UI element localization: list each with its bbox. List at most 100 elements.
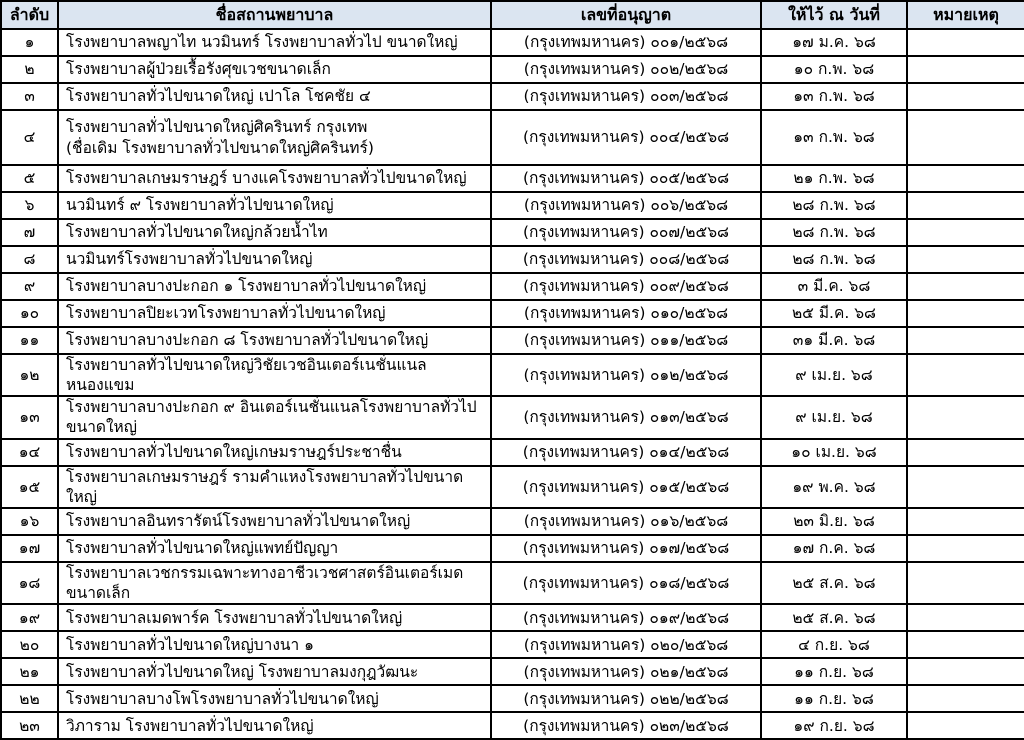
table-row: ๒๒ โรงพยาบาลบางโพโรงพยาบาลทั่วไปขนาดใหญ่(…: [0, 684, 1024, 714]
issue-date-cell: ๒๘ ก.พ. ๖๘: [760, 218, 908, 247]
row-number-cell: ๑๙: [0, 603, 59, 633]
table-row: ๑โรงพยาบาลพญาไท นวมินทร์ โรงพยาบาลทั่วไป…: [0, 28, 1024, 57]
license-number-cell: (กรุงเทพมหานคร) ๐๒๐/๒๕๖๘: [490, 630, 762, 660]
note-cell: [906, 684, 1024, 714]
license-number-cell: (กรุงเทพมหานคร) ๐๐๕/๒๕๖๘: [490, 164, 762, 193]
row-number-cell: ๒๐: [0, 630, 59, 660]
row-number-cell: ๑: [0, 28, 59, 57]
table-row: ๔โรงพยาบาลทั่วไปขนาดใหญ่ศิครินทร์ กรุงเท…: [0, 109, 1024, 166]
license-number-cell: (กรุงเทพมหานคร) ๐๒๒/๒๕๖๘: [490, 684, 762, 714]
hospital-name-cell: โรงพยาบาลทั่วไปขนาดใหญ่วิชัยเวชอินเตอร์เ…: [57, 352, 492, 398]
hospital-name-cell: โรงพยาบาลทั่วไปขนาดใหญ่แพทย์ปัญญา: [57, 533, 492, 563]
table-row: ๑๖ โรงพยาบาลอินทรารัตน์โรงพยาบาลทั่วไปขนา…: [0, 506, 1024, 536]
license-number-cell: (กรุงเทพมหานคร) ๐๐๖/๒๕๖๘: [490, 191, 762, 220]
row-number-cell: ๘: [0, 245, 59, 274]
hospital-name-cell: โรงพยาบาลทั่วไปขนาดใหญ่เกษมราษฎร์ประชาชื…: [57, 437, 492, 467]
hospital-name-cell: วิภาราม โรงพยาบาลทั่วไปขนาดใหญ่: [57, 711, 492, 740]
hospital-name-cell: โรงพยาบาลบางปะกอก ๘ โรงพยาบาลทั่วไปขนาดใ…: [57, 326, 492, 355]
table-body: ๑โรงพยาบาลพญาไท นวมินทร์ โรงพยาบาลทั่วไป…: [0, 28, 1024, 740]
license-number-cell: (กรุงเทพมหานคร) ๐๑๓/๒๕๖๘: [490, 395, 762, 440]
issue-date-cell: ๑๙ ก.ย. ๖๘: [760, 711, 908, 740]
row-number-cell: ๔: [0, 109, 59, 166]
table-row: ๕โรงพยาบาลเกษมราษฎร์ บางแคโรงพยาบาลทั่วไ…: [0, 164, 1024, 193]
table-row: ๑๘ โรงพยาบาลเวชกรรมเฉพาะทางอาชีวเวชศาสตร์…: [0, 560, 1024, 606]
note-cell: [906, 191, 1024, 220]
license-number-cell: (กรุงเทพมหานคร) ๐๐๙/๒๕๖๘: [490, 272, 762, 301]
table-row: ๑๕ โรงพยาบาลเกษมราษฎร์ รามคำแหงโรงพยาบาลท…: [0, 464, 1024, 509]
license-number-cell: (กรุงเทพมหานคร) ๐๑๙/๒๕๖๘: [490, 603, 762, 633]
table-row: ๑๙ โรงพยาบาลเมดพาร์ค โรงพยาบาลทั่วไปขนาดใ…: [0, 603, 1024, 633]
license-number-cell: (กรุงเทพมหานคร) ๐๑๖/๒๕๖๘: [490, 506, 762, 536]
note-cell: [906, 272, 1024, 301]
table-row: ๘นวมินทร์โรงพยาบาลทั่วไปขนาดใหญ่ (กรุงเทพ…: [0, 245, 1024, 274]
issue-date-cell: ๒๑ ก.พ. ๖๘: [760, 164, 908, 193]
note-cell: [906, 299, 1024, 328]
note-cell: [906, 711, 1024, 740]
hospital-name-cell: โรงพยาบาลทั่วไปขนาดใหญ่ศิครินทร์ กรุงเทพ…: [57, 109, 492, 166]
row-number-cell: ๒๓: [0, 711, 59, 740]
row-number-cell: ๑๘: [0, 560, 59, 606]
issue-date-cell: ๑๙ พ.ค. ๖๘: [760, 464, 908, 509]
license-number-cell: (กรุงเทพมหานคร) ๐๑๑/๒๕๖๘: [490, 326, 762, 355]
note-cell: [906, 657, 1024, 687]
issue-date-cell: ๙ เม.ย. ๖๘: [760, 352, 908, 398]
issue-date-cell: ๓๑ มี.ค. ๖๘: [760, 326, 908, 355]
note-cell: [906, 164, 1024, 193]
note-cell: [906, 55, 1024, 84]
license-number-cell: (กรุงเทพมหานคร) ๐๐๑/๒๕๖๘: [490, 28, 762, 57]
note-cell: [906, 437, 1024, 467]
hospital-name-cell: โรงพยาบาลปิยะเวทโรงพยาบาลทั่วไปขนาดใหญ่: [57, 299, 492, 328]
hospital-name-cell: โรงพยาบาลเมดพาร์ค โรงพยาบาลทั่วไปขนาดใหญ…: [57, 603, 492, 633]
note-cell: [906, 326, 1024, 355]
issue-date-cell: ๑๑ ก.ย. ๖๘: [760, 657, 908, 687]
table-header: ลำดับ ชื่อสถานพยาบาล เลขที่อนุญาต ให้ไว้…: [0, 0, 1024, 30]
table-row: ๓โรงพยาบาลทั่วไปขนาดใหญ่ เปาโล โชคชัย ๔(…: [0, 82, 1024, 111]
table-row: ๑๒ โรงพยาบาลทั่วไปขนาดใหญ่วิชัยเวชอินเตอร…: [0, 352, 1024, 398]
issue-date-cell: ๒๓ มิ.ย. ๖๘: [760, 506, 908, 536]
issue-date-cell: ๔ ก.ย. ๖๘: [760, 630, 908, 660]
hospital-name-cell: โรงพยาบาลบางโพโรงพยาบาลทั่วไปขนาดใหญ่: [57, 684, 492, 714]
note-cell: [906, 218, 1024, 247]
issue-date-cell: ๑๗ ก.ค. ๖๘: [760, 533, 908, 563]
hospital-name-cell: โรงพยาบาลทั่วไปขนาดใหญ่กล้วยน้ำไท: [57, 218, 492, 247]
header-license-number: เลขที่อนุญาต: [490, 0, 762, 30]
hospital-name-cell: โรงพยาบาลทั่วไปขนาดใหญ่ โรงพยาบาลมงกุฎวั…: [57, 657, 492, 687]
row-number-cell: ๑๑: [0, 326, 59, 355]
hospital-name-cell: โรงพยาบาลผู้ป่วยเรื้อรังศุขเวชขนาดเล็ก: [57, 55, 492, 84]
hospital-name-cell: โรงพยาบาลบางปะกอก ๑ โรงพยาบาลทั่วไปขนาดใ…: [57, 272, 492, 301]
hospital-name-cell: โรงพยาบาลเวชกรรมเฉพาะทางอาชีวเวชศาสตร์อิ…: [57, 560, 492, 606]
issue-date-cell: ๑๐ เม.ย. ๖๘: [760, 437, 908, 467]
license-number-cell: (กรุงเทพมหานคร) ๐๐๘/๒๕๖๘: [490, 245, 762, 274]
hospital-name-cell: โรงพยาบาลพญาไท นวมินทร์ โรงพยาบาลทั่วไป …: [57, 28, 492, 57]
table-row: ๒๐ โรงพยาบาลทั่วไปขนาดใหญ่บางนา ๑ (กรุงเทพ…: [0, 630, 1024, 660]
license-number-cell: (กรุงเทพมหานคร) ๐๑๒/๒๕๖๘: [490, 352, 762, 398]
hospital-name-line1: โรงพยาบาลทั่วไปขนาดใหญ่ศิครินทร์ กรุงเทพ: [66, 118, 368, 137]
table-row: ๗โรงพยาบาลทั่วไปขนาดใหญ่กล้วยน้ำไท (กรุงเ…: [0, 218, 1024, 247]
issue-date-cell: ๓ มี.ค. ๖๘: [760, 272, 908, 301]
issue-date-cell: ๒๘ ก.พ. ๖๘: [760, 191, 908, 220]
row-number-cell: ๑๒: [0, 352, 59, 398]
hospital-name-cell: นวมินทร์โรงพยาบาลทั่วไปขนาดใหญ่: [57, 245, 492, 274]
row-number-cell: ๑๐: [0, 299, 59, 328]
row-number-cell: ๓: [0, 82, 59, 111]
row-number-cell: ๑๓: [0, 395, 59, 440]
table-row: ๑๔ โรงพยาบาลทั่วไปขนาดใหญ่เกษมราษฎร์ประชา…: [0, 437, 1024, 467]
row-number-cell: ๒๒: [0, 684, 59, 714]
table-row: ๑๐ โรงพยาบาลปิยะเวทโรงพยาบาลทั่วไปขนาดใหญ…: [0, 299, 1024, 328]
header-row: ลำดับ ชื่อสถานพยาบาล เลขที่อนุญาต ให้ไว้…: [0, 0, 1024, 30]
note-cell: [906, 395, 1024, 440]
license-number-cell: (กรุงเทพมหานคร) ๐๐๓/๒๕๖๘: [490, 82, 762, 111]
row-number-cell: ๑๕: [0, 464, 59, 509]
table-row: ๑๓ โรงพยาบาลบางปะกอก ๙ อินเตอร์เนชั่นแนลโ…: [0, 395, 1024, 440]
table-row: ๖นวมินทร์ ๙ โรงพยาบาลทั่วไปขนาดใหญ่ (กรุง…: [0, 191, 1024, 220]
license-number-cell: (กรุงเทพมหานคร) ๐๐๒/๒๕๖๘: [490, 55, 762, 84]
hospital-name-cell: โรงพยาบาลอินทรารัตน์โรงพยาบาลทั่วไปขนาดใ…: [57, 506, 492, 536]
issue-date-cell: ๒๕ ส.ค. ๖๘: [760, 603, 908, 633]
license-number-cell: (กรุงเทพมหานคร) ๐๑๔/๒๕๖๘: [490, 437, 762, 467]
row-number-cell: ๕: [0, 164, 59, 193]
table-row: ๑๑ โรงพยาบาลบางปะกอก ๘ โรงพยาบาลทั่วไปขนา…: [0, 326, 1024, 355]
row-number-cell: ๙: [0, 272, 59, 301]
row-number-cell: ๑๔: [0, 437, 59, 467]
header-hospital-name: ชื่อสถานพยาบาล: [57, 0, 492, 30]
